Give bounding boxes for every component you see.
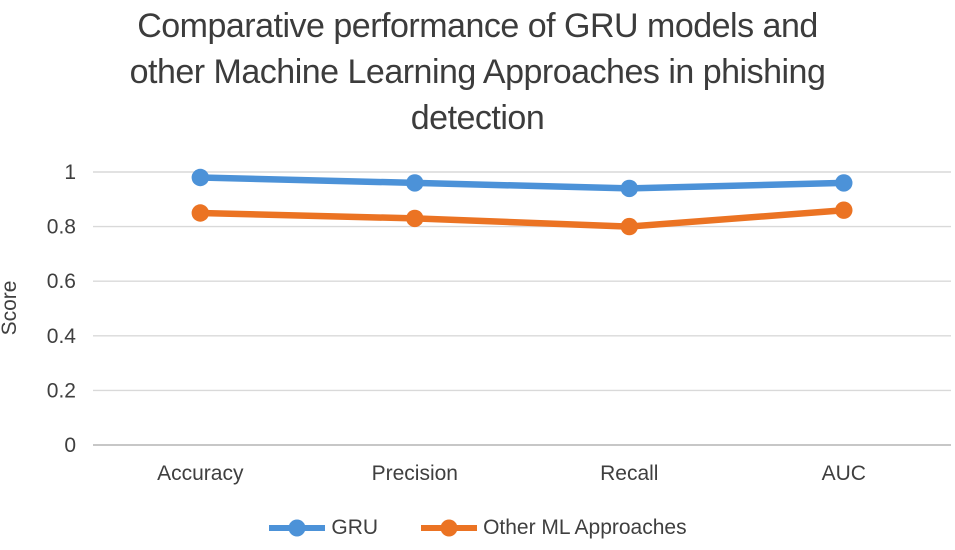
- x-category-label-recall: Recall: [600, 462, 658, 485]
- data-point-marker: [835, 174, 853, 192]
- legend-label-gru: GRU: [331, 516, 379, 539]
- legend-marker-dot: [288, 519, 306, 537]
- series-line-other-ml-approaches: [200, 206, 845, 230]
- y-tick-label: 0.4: [47, 325, 77, 348]
- legend-label-other-ml: Other ML Approaches: [483, 516, 687, 539]
- x-category-label-precision: Precision: [372, 462, 458, 485]
- legend-line-marker-icon: [269, 519, 326, 537]
- chart-title-line: other Machine Learning Approaches in phi…: [129, 53, 826, 91]
- legend-item-other-ml: Other ML Approaches: [420, 516, 687, 540]
- data-point-marker: [191, 168, 209, 187]
- legend: GRU Other ML Approaches: [0, 516, 955, 540]
- y-tick-label: 0.6: [47, 270, 76, 293]
- y-tick-label: 0.8: [47, 216, 76, 239]
- data-point-marker: [406, 209, 424, 228]
- data-point-marker: [191, 204, 209, 222]
- data-point-marker: [620, 217, 638, 236]
- series-line-gru: [200, 174, 844, 192]
- data-point-marker: [835, 201, 853, 219]
- y-tick-label: 0: [64, 434, 76, 457]
- data-point-marker: [620, 179, 638, 198]
- x-category-label-auc: AUC: [822, 462, 866, 485]
- y-tick-label: 1: [64, 161, 76, 184]
- y-axis-title: Score: [0, 281, 21, 336]
- legend-marker-dot: [440, 519, 458, 537]
- chart-title-line: detection: [410, 99, 545, 137]
- y-tick-label: 0.2: [47, 379, 76, 402]
- legend-item-gru: GRU: [268, 516, 378, 540]
- chart-title: Comparative performance of GRU models an…: [0, 3, 955, 141]
- chart-title-line: Comparative performance of GRU models an…: [137, 7, 818, 45]
- x-category-label-accuracy: Accuracy: [157, 462, 244, 485]
- data-point-marker: [406, 174, 424, 192]
- legend-line-marker-icon: [421, 519, 478, 537]
